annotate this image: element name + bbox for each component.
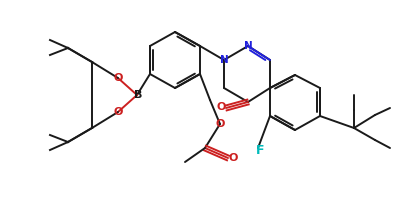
Text: F: F (256, 145, 264, 157)
Text: O: O (228, 153, 238, 163)
Text: N: N (244, 41, 252, 51)
Text: B: B (134, 90, 142, 100)
Text: O: O (215, 119, 225, 129)
Text: O: O (113, 73, 123, 83)
Text: O: O (216, 102, 226, 112)
Text: O: O (113, 107, 123, 117)
Text: N: N (220, 55, 229, 65)
